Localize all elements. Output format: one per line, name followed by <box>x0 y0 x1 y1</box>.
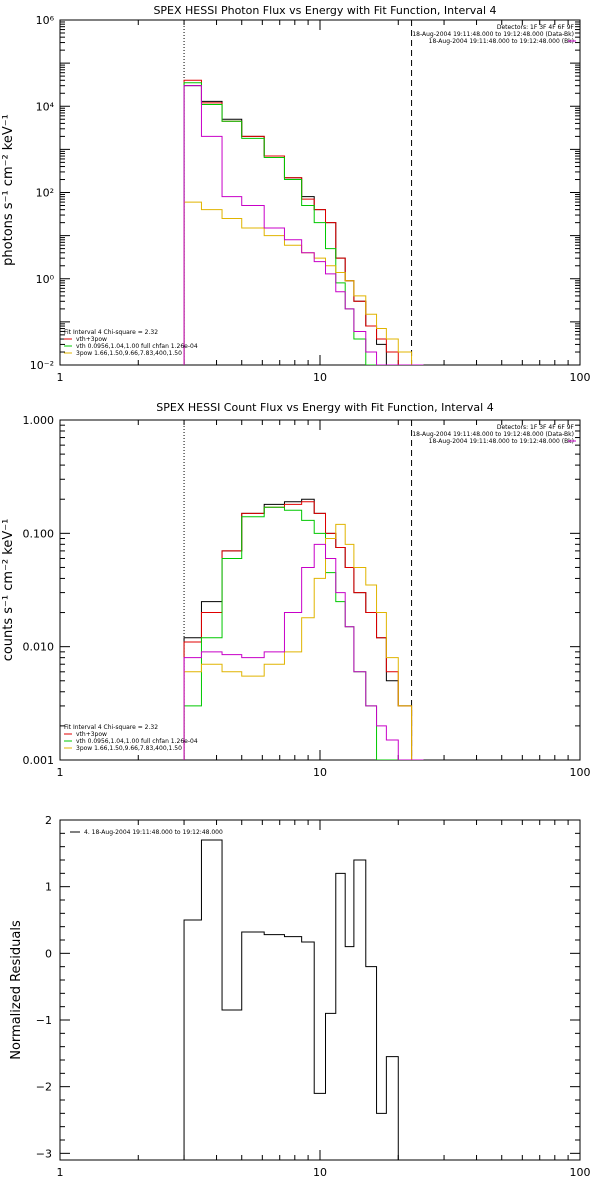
info-line: 18-Aug-2004 19:11:48.000 to 19:12:48.000… <box>429 38 574 45</box>
photon-plot-frame <box>59 19 581 366</box>
series-1-step-line <box>183 501 424 760</box>
photon-flux-panel: SPEX HESSI Photon Flux vs Energy with Fi… <box>1 4 591 384</box>
y-tick-label: 1 <box>45 881 52 894</box>
fit-legend-line: vth+3pow <box>76 731 107 738</box>
series-2-step-line <box>183 82 424 365</box>
fit-legend-line: 3pow 1.66,1.50,9.66,7.83,400,1.50 <box>76 745 182 752</box>
x-tick-label: 1 <box>57 1166 64 1179</box>
fit-legend-line: Fit Interval 4 Chi-square = 2.32 <box>64 724 158 731</box>
photon-y-axis-label: photons s⁻¹ cm⁻² keV⁻¹ <box>1 114 16 266</box>
series-0-step-line <box>183 839 412 1160</box>
series-1-step-line <box>183 79 424 365</box>
x-tick-label: 100 <box>570 1166 591 1179</box>
y-tick-label: −3 <box>36 1147 52 1160</box>
y-tick-label: 0.001 <box>23 754 55 767</box>
fit-legend-line: vth 0.0956,1.04,1.00 full chfan 1.26e-04 <box>76 738 198 745</box>
info-line: 18-Aug-2004 19:11:48.000 to 19:12:48.000… <box>429 438 574 445</box>
y-tick-label: 10⁴ <box>36 100 55 113</box>
y-tick-label: 10² <box>36 187 54 200</box>
count-plot-frame <box>59 419 581 761</box>
y-tick-label: 10⁶ <box>36 14 55 27</box>
x-tick-label: 10 <box>313 371 327 384</box>
y-tick-label: −1 <box>36 1014 52 1027</box>
fit-legend-line: 3pow 1.66,1.50,9.66,7.83,400,1.50 <box>76 350 182 357</box>
y-tick-label: 2 <box>45 814 52 827</box>
y-tick-label: 1.000 <box>23 414 55 427</box>
x-tick-label: 10 <box>313 766 327 779</box>
series-3-step-line <box>183 201 424 365</box>
series-4-step-line <box>183 543 424 760</box>
count-chart-title: SPEX HESSI Count Flux vs Energy with Fit… <box>156 401 493 414</box>
fit-legend-line: vth+3pow <box>76 336 107 343</box>
count-flux-panel: SPEX HESSI Count Flux vs Energy with Fit… <box>1 401 591 779</box>
y-tick-label: 0.100 <box>23 527 55 540</box>
residual-legend-label: 4. 18-Aug-2004 19:11:48.000 to 19:12:48.… <box>84 829 223 836</box>
x-tick-label: 100 <box>570 766 591 779</box>
x-tick-label: 1 <box>57 371 64 384</box>
x-tick-label: 1 <box>57 766 64 779</box>
info-line: Detectors: 1F 3F 4F 6F 9F <box>497 424 575 431</box>
x-tick-label: 100 <box>570 371 591 384</box>
y-tick-label: 10⁻² <box>30 359 54 372</box>
fit-legend-line: Fit Interval 4 Chi-square = 2.32 <box>64 329 158 336</box>
info-line: 18-Aug-2004 19:11:48.000 to 19:12:48.000… <box>412 431 574 438</box>
series-4-step-line <box>183 85 424 365</box>
series-0-step-line <box>183 85 424 365</box>
y-tick-label: 10⁰ <box>36 273 55 286</box>
series-0-step-line <box>183 498 424 760</box>
series-3-step-line <box>183 523 424 760</box>
fit-legend-line: vth 0.0956,1.04,1.00 full chfan 1.26e-04 <box>76 343 198 350</box>
y-tick-label: −2 <box>36 1081 52 1094</box>
y-tick-label: 0.010 <box>23 641 55 654</box>
count-y-axis-label: counts s⁻¹ cm⁻² keV⁻¹ <box>1 519 16 662</box>
residuals-y-axis-label: Normalized Residuals <box>9 920 24 1060</box>
photon-chart-title: SPEX HESSI Photon Flux vs Energy with Fi… <box>153 4 496 17</box>
x-tick-label: 10 <box>313 1166 327 1179</box>
residuals-plot-frame <box>59 819 581 1161</box>
y-tick-label: 0 <box>45 947 52 960</box>
info-line: Detectors: 1F 3F 4F 6F 9F <box>497 24 575 31</box>
residuals-panel: Normalized Residuals 1 10 100 −3 −2 −1 0 1 2 4. 1… <box>9 814 591 1179</box>
info-line: 18-Aug-2004 19:11:48.000 to 19:12:48.000… <box>412 31 574 38</box>
series-2-step-line <box>183 506 424 760</box>
